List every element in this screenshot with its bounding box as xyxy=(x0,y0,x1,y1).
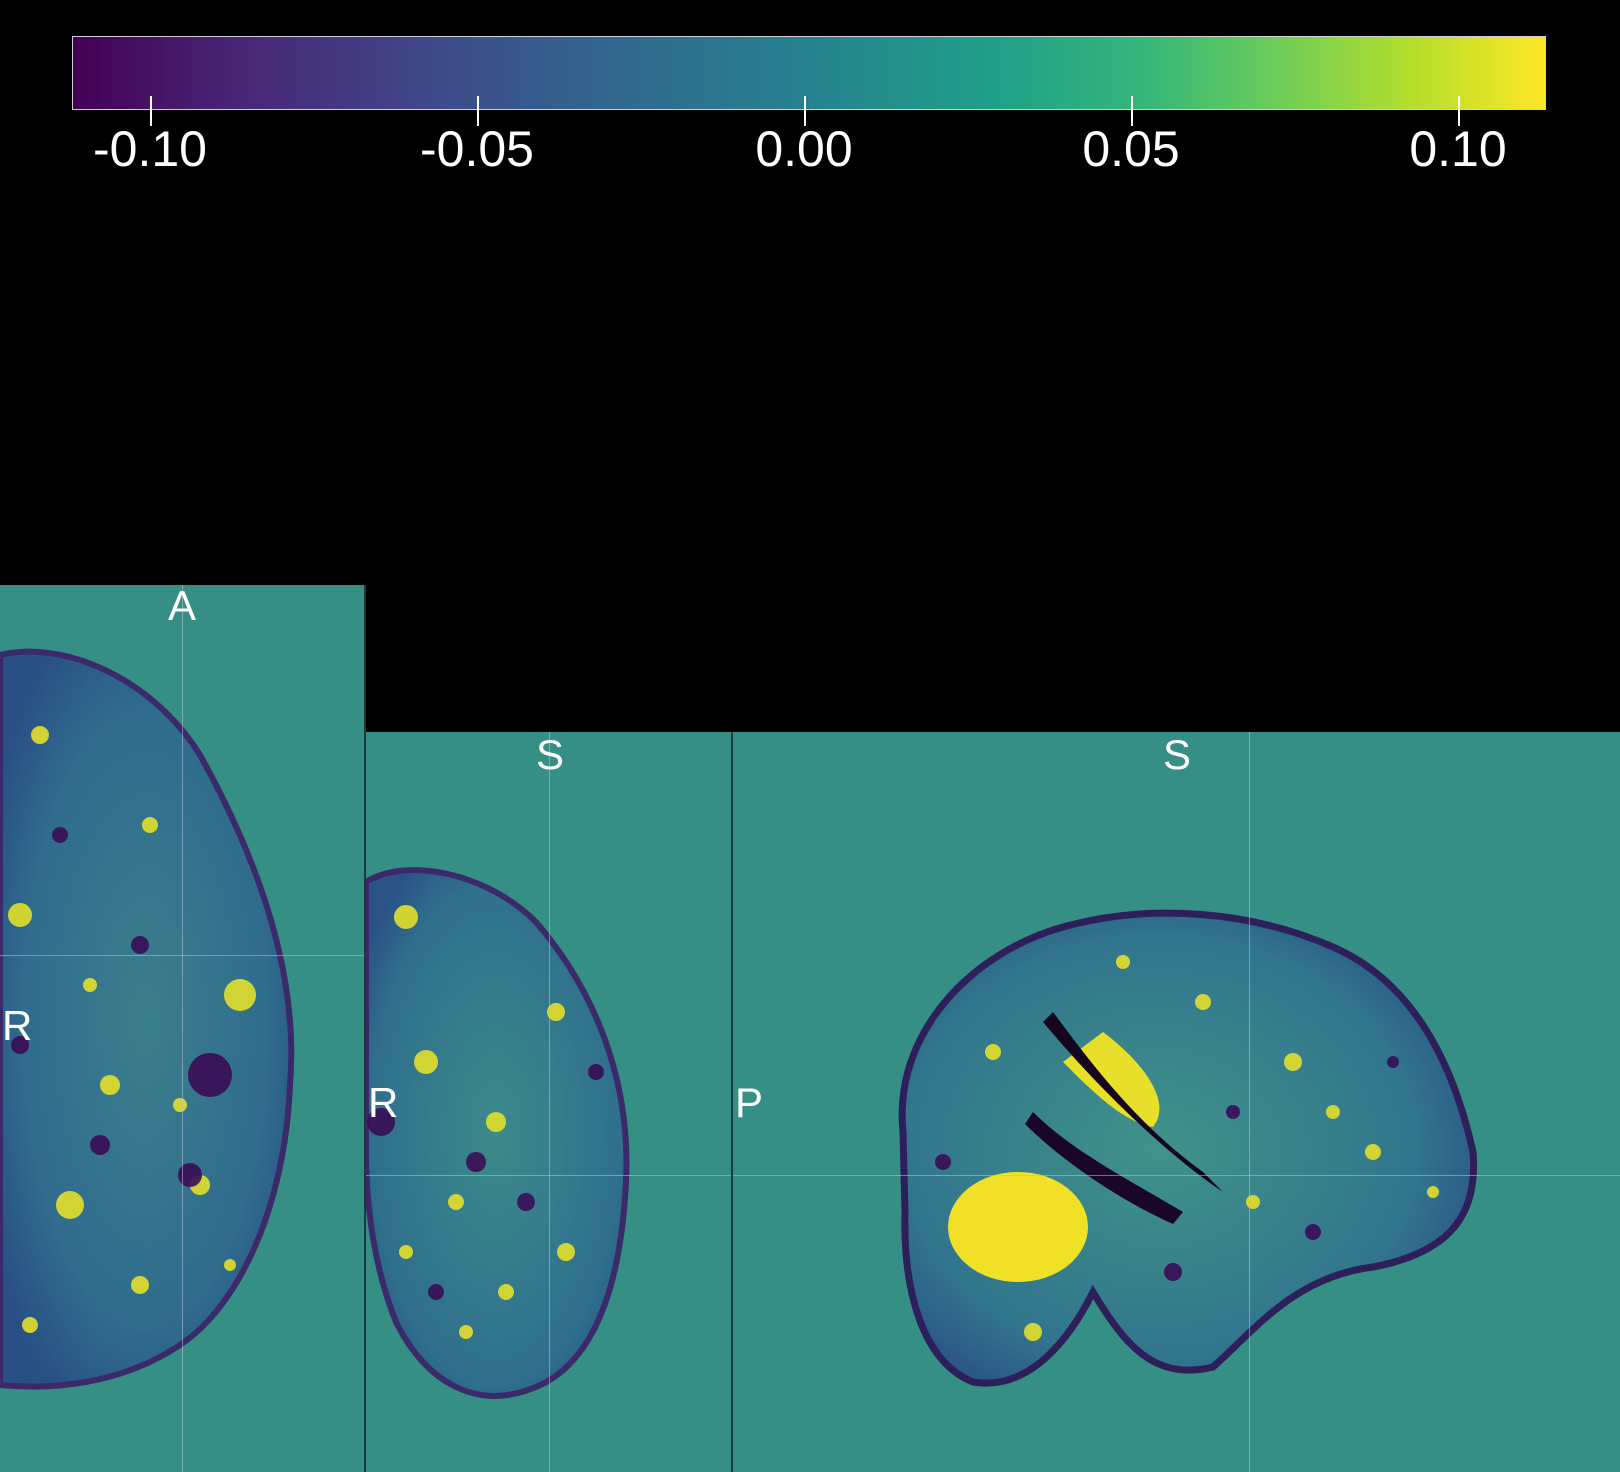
coronal-brain-slice xyxy=(366,867,630,1399)
sagittal-brain-slice xyxy=(898,909,1478,1387)
crosshair-vertical xyxy=(182,585,183,1472)
crosshair-horizontal xyxy=(366,1175,731,1176)
crosshair-horizontal xyxy=(0,955,364,956)
colorbar-tick-label: 0.00 xyxy=(755,121,853,177)
crosshair-vertical xyxy=(1249,732,1250,1472)
sagittal-view-panel[interactable]: S P xyxy=(733,732,1620,1472)
axial-brain-slice xyxy=(0,648,295,1390)
colorbar-tick xyxy=(1458,96,1460,126)
colorbar-tick xyxy=(150,96,152,126)
colorbar-tick-label: -0.05 xyxy=(420,121,534,177)
colorbar-tick-label: -0.10 xyxy=(93,121,207,177)
axial-view-panel[interactable]: A R xyxy=(0,585,366,1472)
orientation-label-superior: S xyxy=(1163,732,1192,778)
orientation-label-anterior: A xyxy=(168,585,197,629)
orientation-label-superior: S xyxy=(536,732,565,778)
orientation-label-right: R xyxy=(368,1079,399,1126)
orientation-label-right: R xyxy=(2,1002,33,1049)
colorbar-tick-label: 0.10 xyxy=(1409,121,1507,177)
colorbar-tick xyxy=(804,96,806,126)
colorbar-tick-label: 0.05 xyxy=(1082,121,1180,177)
orientation-label-posterior: P xyxy=(735,1079,764,1126)
coronal-view-panel[interactable]: S R xyxy=(366,732,733,1472)
colorbar-tick xyxy=(477,96,479,126)
crosshair-horizontal xyxy=(733,1175,1620,1176)
crosshair-vertical xyxy=(549,732,550,1472)
colorbar-tick xyxy=(1131,96,1133,126)
colorbar xyxy=(72,36,1546,110)
